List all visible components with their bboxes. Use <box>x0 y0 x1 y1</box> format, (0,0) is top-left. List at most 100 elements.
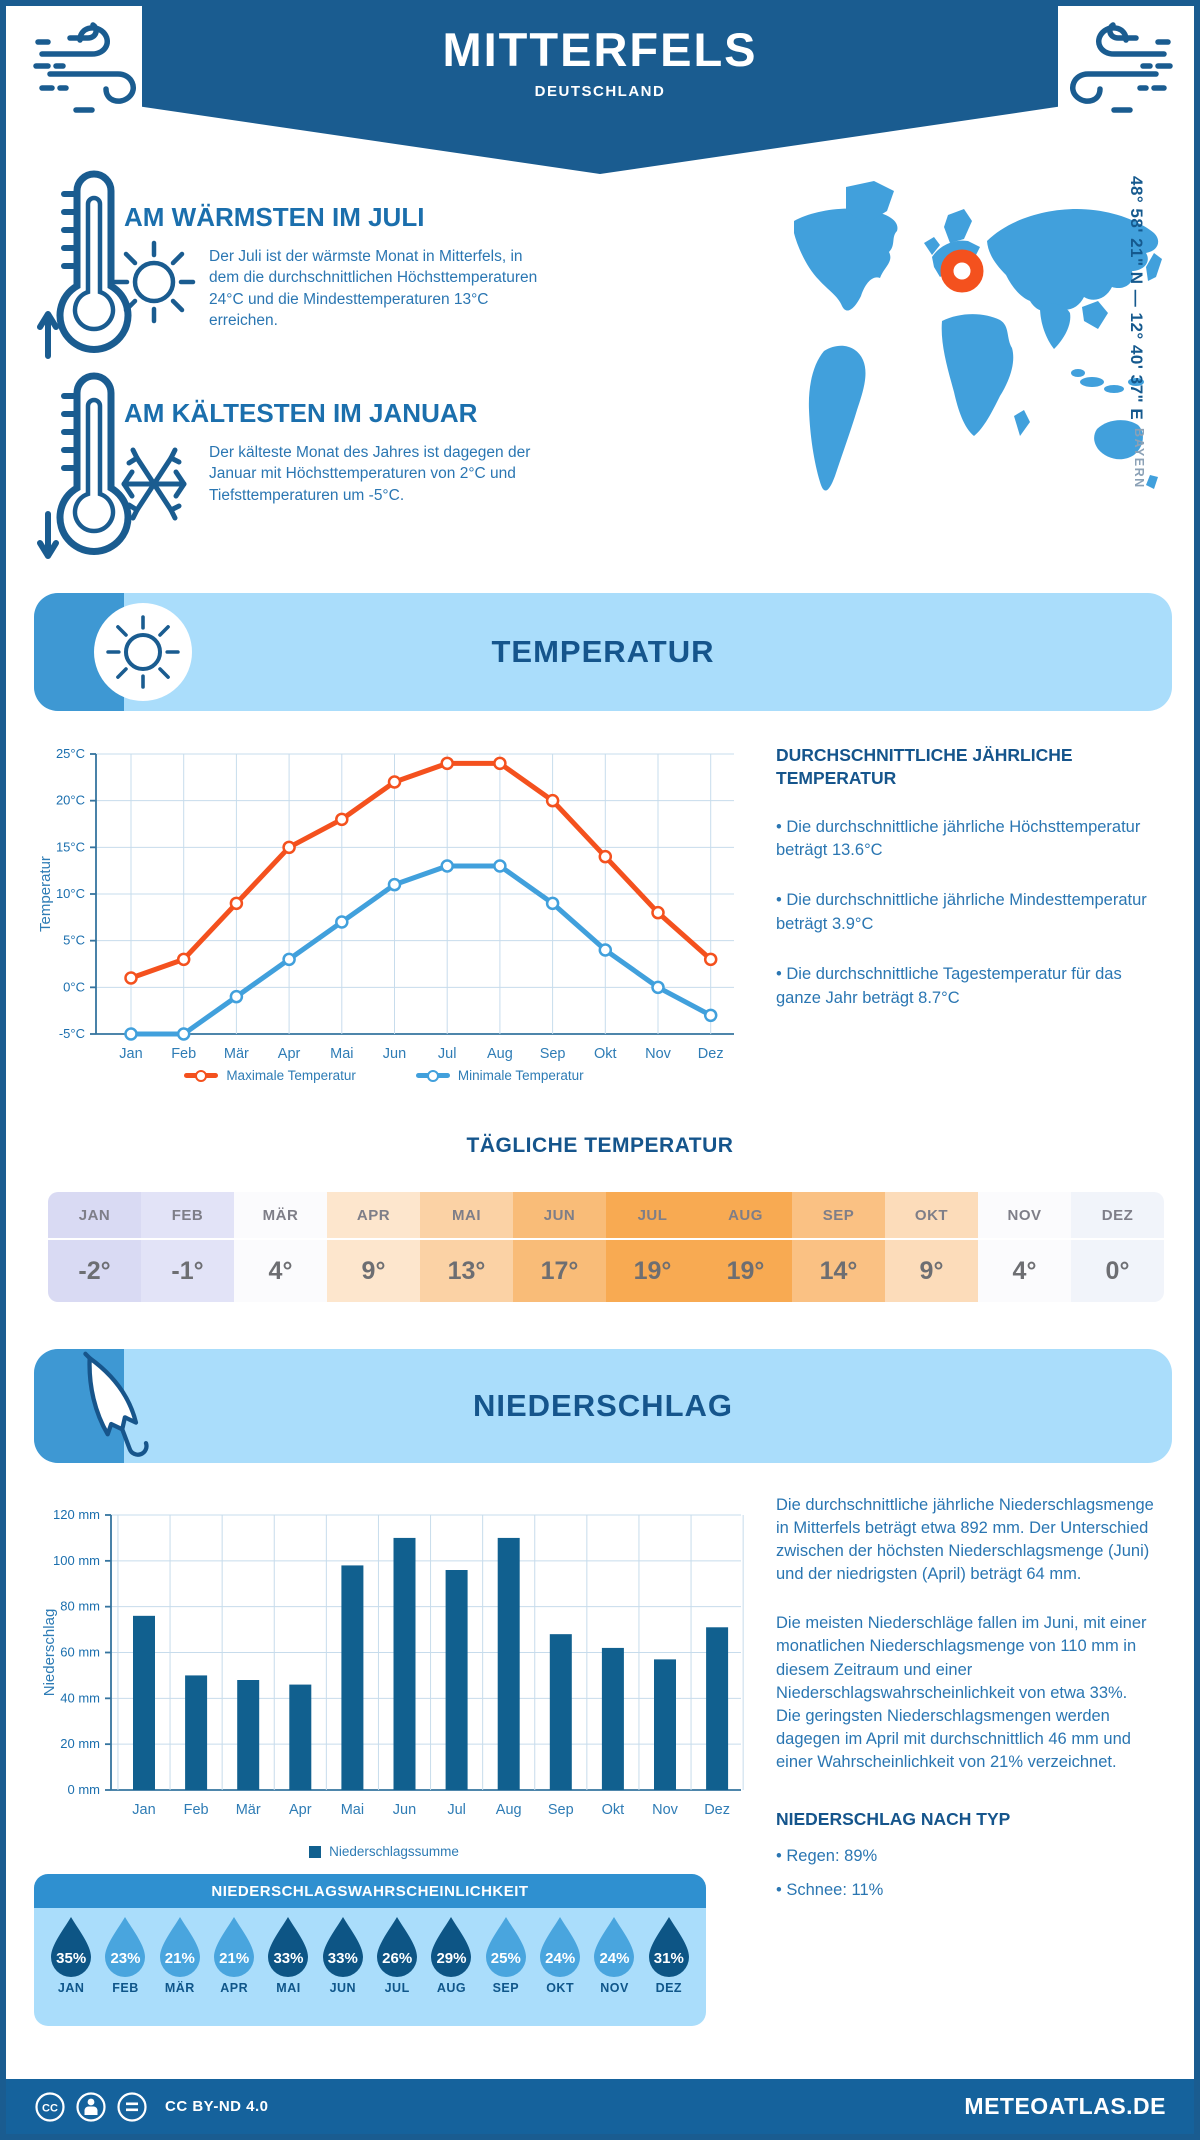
probability-month: DEZ <box>655 1981 683 1995</box>
daily-temp-month: NOV <box>978 1192 1071 1240</box>
svg-text:Temperatur: Temperatur <box>37 856 54 932</box>
legend-swatch <box>415 1069 450 1082</box>
daily-temp-month: SEP <box>792 1192 885 1240</box>
daily-temp-value: 17° <box>540 1256 579 1285</box>
avg-min-bullet: • Die durchschnittliche jährliche Mindes… <box>776 891 1147 934</box>
location-marker <box>940 249 984 293</box>
probability-value: 24% <box>599 1950 630 1967</box>
temperature-line-chart: -5°C 0°C 5°C 10°C 15°C 20°C 25°C Jan Feb Mär Apr Ma… <box>37 746 734 1062</box>
legend-label: Minimale Temperatur <box>457 1068 584 1083</box>
svg-text:Apr: Apr <box>289 1802 312 1818</box>
precipitation-paragraph: Die meisten Niederschläge fallen im Juni… <box>776 1614 1147 1771</box>
svg-text:Nov: Nov <box>645 1046 672 1062</box>
probability-value: 25% <box>490 1950 521 1967</box>
probability-value: 24% <box>545 1950 576 1967</box>
probability-drop: 33% MAI <box>261 1916 315 2026</box>
svg-text:Jan: Jan <box>132 1802 155 1818</box>
daily-temp-month: JUL <box>606 1192 699 1240</box>
probability-value: 35% <box>56 1950 87 1967</box>
svg-text:Feb: Feb <box>184 1802 209 1818</box>
probability-month: MÄR <box>164 1981 195 1995</box>
daily-temp-column: SEP 14° <box>792 1192 885 1302</box>
location-coordinates: 48° 58' 21" N — 12° 40' 37" E BAYERN <box>1126 176 1146 556</box>
warmest-month-text: Der Juli ist der wärmste Monat in Mitter… <box>209 248 538 330</box>
svg-text:100 mm: 100 mm <box>53 1553 100 1568</box>
probability-month: OKT <box>546 1981 575 1995</box>
footer-bar: CC CC BY-ND 4.0 METEOATLAS.DE <box>6 2079 1194 2134</box>
umbrella-icon <box>56 1345 171 1474</box>
probability-drop: 29% AUG <box>424 1916 478 2026</box>
probability-value: 23% <box>110 1950 141 1967</box>
droplet-icon <box>105 1917 146 1977</box>
temperature-section-title: TEMPERATUR <box>491 634 715 669</box>
daily-temperature-table: JAN -2° FEB -1° MÄR 4° APR 9° MAI 13° JUN 17° JUL 19°… <box>48 1192 1164 1302</box>
svg-text:Aug: Aug <box>496 1802 522 1818</box>
daily-temp-column: AUG 19° <box>699 1192 792 1302</box>
legend-item: Maximale Temperatur <box>184 1068 356 1083</box>
daily-temp-column: MÄR 4° <box>234 1192 327 1302</box>
droplet-icon <box>214 1917 255 1977</box>
svg-text:Aug: Aug <box>487 1046 513 1062</box>
daily-temp-column: JUN 17° <box>513 1192 606 1302</box>
probability-value: 21% <box>164 1950 195 1967</box>
svg-text:Okt: Okt <box>602 1802 625 1818</box>
daily-temp-column: DEZ 0° <box>1071 1192 1164 1302</box>
probability-value: 33% <box>327 1950 358 1967</box>
precipitation-section-title: NIEDERSCHLAG <box>472 1388 733 1423</box>
svg-text:Apr: Apr <box>278 1046 301 1062</box>
svg-text:Jan: Jan <box>119 1046 142 1062</box>
license-text: CC BY-ND 4.0 <box>165 2098 269 2115</box>
attribution-icon <box>76 2091 106 2122</box>
svg-text:Nov: Nov <box>652 1802 679 1818</box>
daily-temperature-title: TÄGLICHE TEMPERATUR <box>466 1134 734 1157</box>
droplet-icon <box>322 1917 363 1977</box>
droplet-icon <box>268 1917 309 1977</box>
daily-temp-column: FEB -1° <box>141 1192 234 1302</box>
no-derivatives-icon <box>117 2091 147 2122</box>
probability-value: 29% <box>436 1950 467 1967</box>
droplet-icon <box>377 1917 418 1977</box>
daily-temp-value: 0° <box>1105 1256 1130 1285</box>
svg-text:Okt: Okt <box>594 1046 617 1062</box>
svg-text:10°C: 10°C <box>56 886 85 901</box>
probability-month: JUN <box>329 1981 357 1995</box>
svg-text:25°C: 25°C <box>56 746 85 761</box>
droplet-icon <box>540 1917 581 1977</box>
svg-text:0°C: 0°C <box>63 979 85 994</box>
daily-temp-month: DEZ <box>1071 1192 1164 1240</box>
legend-swatch <box>309 1845 322 1858</box>
page-subtitle: DEUTSCHLAND <box>534 83 666 100</box>
svg-text:20°C: 20°C <box>56 793 85 808</box>
precipitation-paragraph: Die durchschnittliche jährliche Niedersc… <box>776 1496 1154 1584</box>
probability-month: APR <box>220 1981 249 1995</box>
probability-value: 33% <box>273 1950 304 1967</box>
daily-temp-column: OKT 9° <box>885 1192 978 1302</box>
probability-month: JUL <box>384 1981 410 1995</box>
site-name: METEOATLAS.DE <box>964 2093 1166 2119</box>
snow-share-bullet: • Schnee: 11% <box>776 1880 884 1899</box>
svg-text:Mai: Mai <box>330 1046 353 1062</box>
daily-temp-month: MAI <box>420 1192 513 1240</box>
daily-temp-column: JUL 19° <box>606 1192 699 1302</box>
legend-swatch <box>184 1069 219 1082</box>
daily-temp-month: JUN <box>513 1192 606 1240</box>
daily-temp-value: 13° <box>447 1256 486 1285</box>
droplet-icon <box>431 1917 472 1977</box>
daily-temp-month: MÄR <box>234 1192 327 1240</box>
probability-value: 21% <box>219 1950 250 1967</box>
header-banner: MITTERFELS DEUTSCHLAND <box>142 6 1058 174</box>
daily-temp-value: 19° <box>726 1256 765 1285</box>
precipitation-bar-chart: 0 mm 20 mm 40 mm 60 mm 80 mm 100 mm 120 mm Jan F… <box>41 1507 744 1818</box>
precipitation-probability-drops: 35% JAN 23% FEB 21% MÄR 21% APR 33% MAI 33% JUN 26% J… <box>34 1908 706 2026</box>
svg-text:Feb: Feb <box>171 1046 196 1062</box>
daily-temp-month: JAN <box>48 1192 141 1240</box>
svg-text:80 mm: 80 mm <box>60 1599 100 1614</box>
svg-text:Jul: Jul <box>438 1046 457 1062</box>
probability-value: 31% <box>653 1950 684 1967</box>
warmest-month-icon <box>36 164 211 364</box>
wind-icon <box>1046 16 1176 126</box>
probability-drop: 24% OKT <box>533 1916 587 2026</box>
svg-text:Jun: Jun <box>393 1802 416 1818</box>
probability-drop: 25% SEP <box>479 1916 533 2026</box>
